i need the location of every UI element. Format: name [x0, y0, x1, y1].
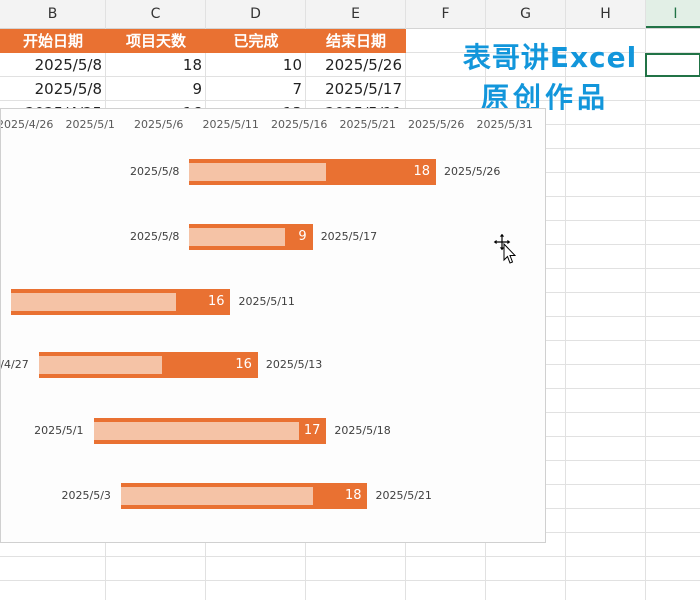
bar-project-days[interactable]: 16: [39, 352, 258, 378]
selected-cell[interactable]: [645, 53, 700, 77]
bar-project-days[interactable]: 16: [11, 289, 230, 315]
bar-completed[interactable]: [121, 487, 313, 505]
bar-project-days[interactable]: 9: [189, 224, 312, 250]
watermark-line1: 表哥讲Excel: [455, 36, 645, 76]
bar-project-days[interactable]: 17: [94, 418, 327, 444]
bar-value-label: 18: [413, 159, 430, 185]
bar-completed[interactable]: [11, 293, 175, 311]
x-axis-tick-label: 2025/5/1: [66, 118, 115, 131]
end-date-label: 2025/5/18: [334, 418, 390, 444]
bar-completed[interactable]: [94, 422, 300, 440]
gantt-chart[interactable]: 2025/4/26 2025/5/1 2025/5/6 2025/5/11 2025/5…: [0, 108, 546, 543]
column-header-F[interactable]: F: [406, 0, 486, 28]
bar-completed[interactable]: [39, 356, 162, 374]
table-cell[interactable]: 10: [206, 53, 306, 77]
column-header-I[interactable]: I: [646, 0, 700, 28]
gridline-horizontal: [0, 556, 700, 557]
table-header-cell[interactable]: 结束日期: [306, 29, 406, 53]
start-date-label: 2025/5/8: [130, 159, 179, 185]
column-header-E[interactable]: E: [306, 0, 406, 28]
table-header-cell[interactable]: 已完成: [206, 29, 306, 53]
table-cell[interactable]: 18: [106, 53, 206, 77]
x-axis-tick-label: 2025/5/21: [340, 118, 396, 131]
table-cell[interactable]: 2025/5/17: [306, 77, 406, 101]
move-cursor-icon: [492, 232, 516, 264]
table-cell[interactable]: 2025/5/8: [0, 77, 106, 101]
bar-value-label: 17: [304, 418, 321, 444]
bar-value-label: 18: [345, 483, 362, 509]
gridline-vertical: [645, 0, 646, 600]
end-date-label: 2025/5/13: [266, 352, 322, 378]
column-header-D[interactable]: D: [206, 0, 306, 28]
end-date-label: 2025/5/26: [444, 159, 500, 185]
x-axis-tick-label: 2025/4/26: [0, 118, 53, 131]
gridline-horizontal: [0, 580, 700, 581]
column-header-H[interactable]: H: [566, 0, 646, 28]
column-header-G[interactable]: G: [486, 0, 566, 28]
table-cell[interactable]: 2025/5/8: [0, 53, 106, 77]
column-header-C[interactable]: C: [106, 0, 206, 28]
end-date-label: 2025/5/11: [239, 289, 295, 315]
start-date-label: 2025/4/25: [0, 289, 1, 315]
end-date-label: 2025/5/17: [321, 224, 377, 250]
column-header-B[interactable]: B: [0, 0, 106, 28]
bar-project-days[interactable]: 18: [189, 159, 436, 185]
end-date-label: 2025/5/21: [376, 483, 432, 509]
bar-value-label: 16: [235, 352, 252, 378]
bar-value-label: 9: [298, 224, 306, 250]
bar-value-label: 16: [208, 289, 225, 315]
table-cell[interactable]: 9: [106, 77, 206, 101]
start-date-label: 2025/5/1: [34, 418, 83, 444]
table-header-cell[interactable]: 项目天数: [106, 29, 206, 53]
bar-completed[interactable]: [189, 228, 285, 246]
x-axis-tick-label: 2025/5/6: [134, 118, 183, 131]
start-date-label: 2025/5/3: [62, 483, 111, 509]
table-header-cell[interactable]: 开始日期: [0, 29, 106, 53]
x-axis-tick-label: 2025/5/26: [408, 118, 464, 131]
bar-project-days[interactable]: 18: [121, 483, 368, 509]
start-date-label: 2025/4/27: [0, 352, 29, 378]
bar-completed[interactable]: [189, 163, 326, 181]
x-axis-tick-label: 2025/5/16: [271, 118, 327, 131]
x-axis-tick-label: 2025/5/31: [477, 118, 533, 131]
table-cell[interactable]: 7: [206, 77, 306, 101]
start-date-label: 2025/5/8: [130, 224, 179, 250]
table-cell[interactable]: 2025/5/26: [306, 53, 406, 77]
x-axis-tick-label: 2025/5/11: [203, 118, 259, 131]
